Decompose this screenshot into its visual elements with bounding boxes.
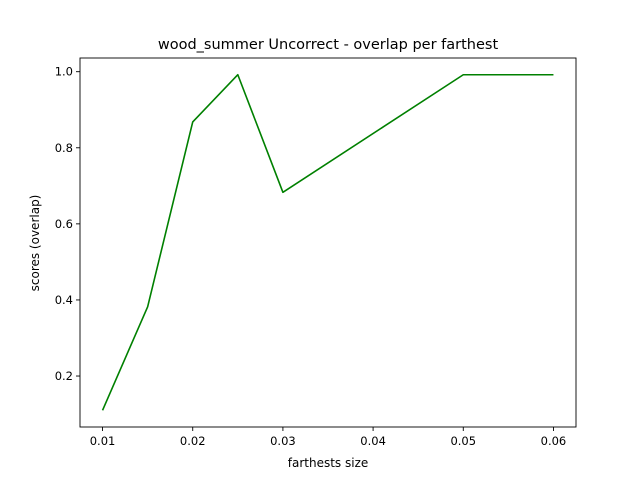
y-tick-label: 0.4 <box>55 293 73 307</box>
x-tick-label: 0.02 <box>180 434 206 448</box>
axes-frame <box>79 57 577 428</box>
y-tick-label: 0.6 <box>55 217 73 231</box>
y-tick-label: 0.2 <box>55 369 73 383</box>
y-tick-label: 0.8 <box>55 141 73 155</box>
x-axis-label: farthests size <box>288 456 369 470</box>
x-tick-label: 0.01 <box>90 434 116 448</box>
x-tick-label: 0.03 <box>270 434 296 448</box>
y-axis-label: scores (overlap) <box>28 195 42 292</box>
chart-title: wood_summer Uncorrect - overlap per fart… <box>158 37 499 53</box>
series-line <box>101 73 554 411</box>
x-tick-label: 0.04 <box>360 434 386 448</box>
plot-area: 0.01 0.02 0.03 0.04 0.05 0.06 0.2 0.4 0.6 0.8 1.0 <box>55 57 577 448</box>
y-tick-label: 1.0 <box>55 65 73 79</box>
x-tick-label: 0.05 <box>450 434 476 448</box>
x-tick-label: 0.06 <box>541 434 567 448</box>
